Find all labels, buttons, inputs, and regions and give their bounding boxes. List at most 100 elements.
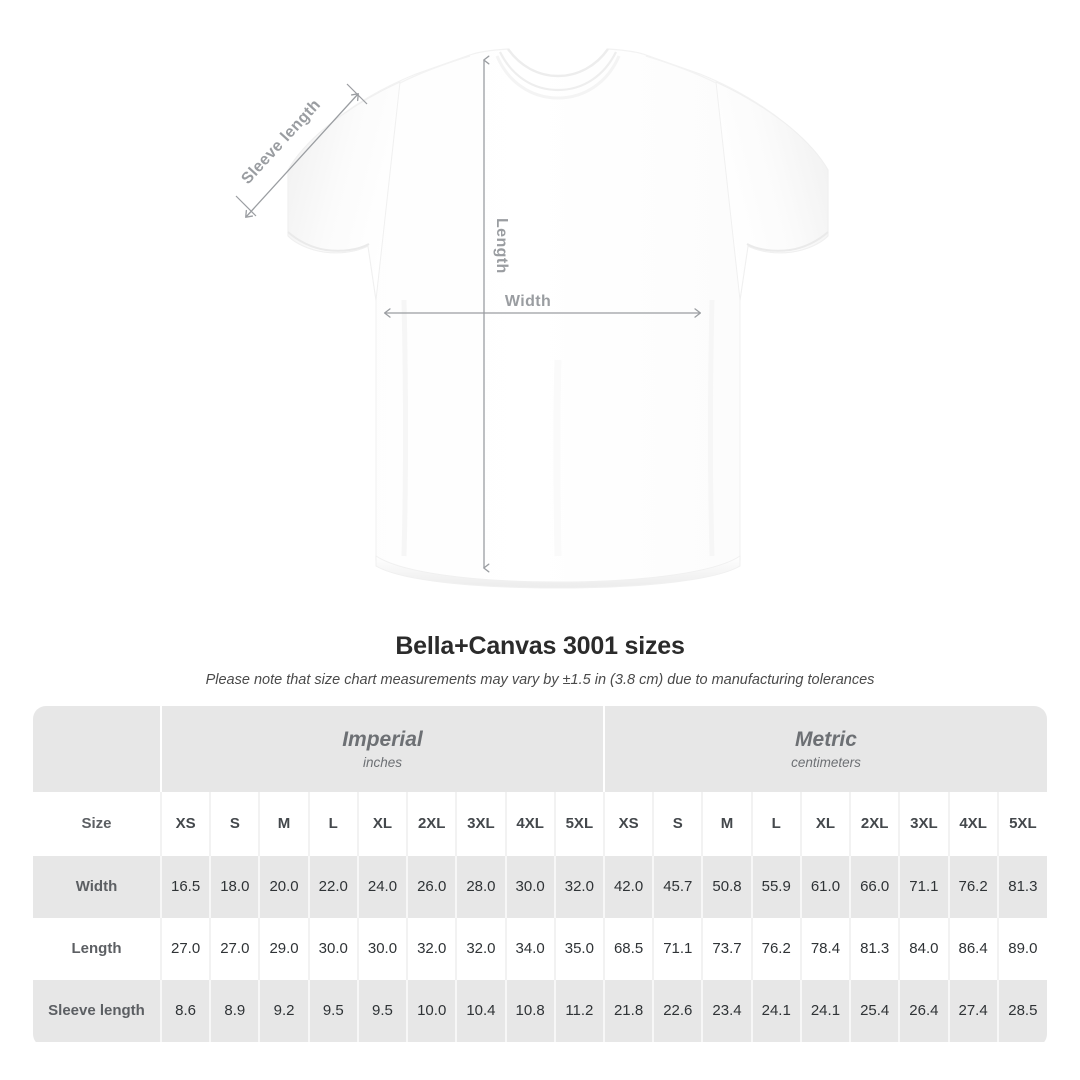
measurement-value-cell: 55.9 xyxy=(751,856,802,918)
measurement-value-cell: 20.0 xyxy=(259,856,310,918)
measurement-value: 23.4 xyxy=(712,1002,742,1019)
measurement-label-cell: Length xyxy=(33,918,162,980)
measurement-value-cell: 28.5 xyxy=(997,980,1047,1042)
measurement-value: 86.4 xyxy=(958,940,988,957)
measurement-value: 26.4 xyxy=(909,1002,939,1019)
size-chart-table-container: Imperial inches Metric centimeters Size X… xyxy=(33,706,1047,1047)
measurement-value: 24.0 xyxy=(367,878,398,895)
measurement-value: 24.1 xyxy=(810,1002,841,1019)
size-column-header: L xyxy=(308,792,359,856)
measurement-value: 10.4 xyxy=(466,1002,496,1019)
measurement-label: Length xyxy=(71,940,122,957)
measurement-value-cell: 30.0 xyxy=(308,918,359,980)
measurement-value-cell: 27.4 xyxy=(948,980,999,1042)
size-column-header-label: 2XL xyxy=(860,815,889,832)
tshirt-measurement-diagram: Length Width Sleeve length xyxy=(235,48,829,589)
measurement-value: 9.5 xyxy=(322,1002,344,1019)
size-column-header: 4XL xyxy=(948,792,999,856)
measurement-value: 89.0 xyxy=(1008,940,1038,957)
measurement-value-cell: 71.1 xyxy=(899,856,950,918)
size-header-row: Size XS S M L XL 2XL 3XL 4XL 5XL XS S M L XL 2XL 3XL 4XL 5… xyxy=(33,792,1047,856)
measurement-value-cell: 71.1 xyxy=(653,918,704,980)
measurement-value-cell: 35.0 xyxy=(554,918,605,980)
measurement-value: 50.8 xyxy=(712,878,742,895)
measurement-value-cell: 34.0 xyxy=(505,918,556,980)
measurement-value: 25.4 xyxy=(860,1002,890,1019)
measurement-value-cell: 22.6 xyxy=(653,980,704,1042)
size-column-header: 3XL xyxy=(456,792,507,856)
measurement-value-cell: 73.7 xyxy=(702,918,753,980)
unit-banner-metric: Metric centimeters xyxy=(603,706,1047,792)
measurement-value: 27.0 xyxy=(220,940,250,957)
measurement-value-cell: 27.0 xyxy=(161,918,212,980)
measurement-value: 28.0 xyxy=(466,878,496,895)
size-column-header: M xyxy=(259,792,310,856)
tshirt-fold-right xyxy=(708,299,715,557)
tolerance-note: Please note that size chart measurements… xyxy=(205,672,875,688)
measurement-value-cell: 9.2 xyxy=(259,980,310,1042)
measurement-value: 76.2 xyxy=(761,940,791,957)
measurement-label-cell: Width xyxy=(33,856,162,918)
size-column-header: XL xyxy=(800,792,852,856)
tshirt-fold-center xyxy=(553,359,562,557)
measurement-value-cell: 32.0 xyxy=(456,918,507,980)
measurement-value-cell: 21.8 xyxy=(603,980,655,1042)
measurement-value: 71.1 xyxy=(909,878,939,895)
measurement-value: 9.2 xyxy=(273,1002,295,1019)
measurement-value-cell: 18.0 xyxy=(210,856,261,918)
measurement-value-cell: 30.0 xyxy=(505,856,556,918)
size-column-header: 3XL xyxy=(899,792,950,856)
measurement-label: Sleeve length xyxy=(48,1002,145,1019)
measurement-value: 84.0 xyxy=(909,940,939,957)
size-column-header-label: 3XL xyxy=(910,815,938,832)
measurement-value: 11.2 xyxy=(565,1002,594,1019)
measurement-value: 34.0 xyxy=(515,940,545,957)
unit-banner-imperial: Imperial inches xyxy=(161,706,605,792)
length-label: Length xyxy=(493,218,510,274)
tshirt-right-sleeve-hem xyxy=(746,231,829,252)
size-column-header: M xyxy=(702,792,753,856)
measurement-value: 27.4 xyxy=(958,1002,988,1019)
measurement-value-cell: 42.0 xyxy=(603,856,655,918)
size-column-header: XS xyxy=(603,792,655,856)
unit-system-unit-metric: centimeters xyxy=(791,754,861,770)
measurement-value-cell: 9.5 xyxy=(357,980,409,1042)
measurement-value-cell: 76.2 xyxy=(751,918,802,980)
measurement-value: 8.9 xyxy=(224,1002,246,1019)
size-column-header-label: 4XL xyxy=(959,815,987,832)
unit-system-name-metric: Metric xyxy=(795,727,857,751)
measurement-value: 45.7 xyxy=(663,878,693,895)
unit-banner-spacer xyxy=(33,706,162,792)
measurement-value: 24.1 xyxy=(761,1002,791,1019)
measurement-value: 28.5 xyxy=(1008,1002,1038,1019)
measurement-value-cell: 78.4 xyxy=(800,918,852,980)
measurement-value-cell: 24.1 xyxy=(800,980,852,1042)
measurement-value: 68.5 xyxy=(613,940,644,957)
size-column-header: XS xyxy=(161,792,212,856)
tshirt-collar-band xyxy=(495,55,621,100)
measurement-value: 81.3 xyxy=(1008,878,1038,895)
sleeve-tick-bottom xyxy=(235,195,257,217)
size-column-header-label: XL xyxy=(815,815,836,832)
measurement-value-cell: 45.7 xyxy=(653,856,704,918)
measurement-value-cell: 10.0 xyxy=(407,980,458,1042)
measurement-value: 78.4 xyxy=(810,940,841,957)
chart-heading: Bella+Canvas 3001 sizes Please note that… xyxy=(0,630,1080,689)
measurement-value: 22.0 xyxy=(318,878,348,895)
size-column-header-label: 5XL xyxy=(1009,815,1037,832)
measurement-value-cell: 76.2 xyxy=(948,856,999,918)
measurement-value: 76.2 xyxy=(958,878,988,895)
size-column-header-label: L xyxy=(771,815,781,832)
size-column-header: S xyxy=(210,792,261,856)
sleeve-arrow-line xyxy=(245,93,359,218)
size-column-header: 5XL xyxy=(554,792,605,856)
measurement-value-cell: 27.0 xyxy=(210,918,261,980)
measurement-value-cell: 26.0 xyxy=(407,856,458,918)
measurement-value-cell: 86.4 xyxy=(948,918,999,980)
measurement-value: 32.0 xyxy=(417,940,447,957)
measurement-value-cell: 66.0 xyxy=(850,856,901,918)
measurement-value-cell: 50.8 xyxy=(702,856,753,918)
unit-system-name-imperial: Imperial xyxy=(342,727,423,751)
width-label: Width xyxy=(505,293,551,310)
size-column-header-label: XS xyxy=(175,815,196,832)
